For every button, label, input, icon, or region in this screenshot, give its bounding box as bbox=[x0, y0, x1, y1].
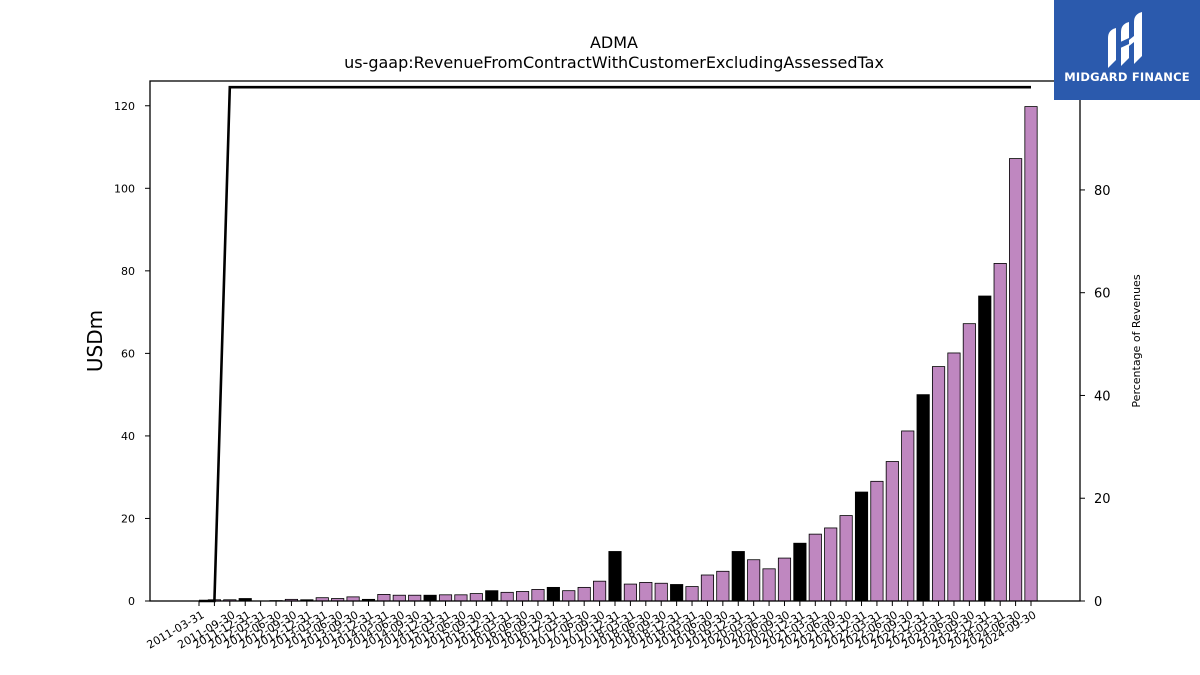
y2-tick-label: 40 bbox=[1094, 389, 1111, 404]
bar bbox=[408, 594, 422, 602]
bar bbox=[931, 366, 946, 602]
y-tick-label: 40 bbox=[121, 430, 135, 443]
bar bbox=[685, 586, 699, 602]
bar bbox=[546, 586, 560, 602]
bar bbox=[731, 551, 745, 602]
midgard-finance-logo: MIDGARD FINANCE bbox=[1054, 0, 1200, 100]
bar bbox=[438, 594, 453, 602]
bar bbox=[700, 574, 715, 602]
bar bbox=[392, 594, 406, 602]
bar bbox=[824, 527, 838, 602]
bar bbox=[1009, 158, 1023, 602]
bar bbox=[623, 583, 637, 602]
bar bbox=[469, 593, 483, 602]
bar bbox=[777, 557, 792, 602]
bar bbox=[639, 582, 653, 602]
bar bbox=[916, 394, 930, 602]
y-tick-label: 0 bbox=[128, 595, 135, 608]
bar bbox=[854, 491, 869, 602]
bar bbox=[885, 461, 899, 602]
bar bbox=[870, 480, 884, 602]
bar bbox=[423, 594, 437, 602]
y-tick-label: 120 bbox=[114, 100, 135, 113]
bar bbox=[485, 590, 499, 602]
bar bbox=[454, 594, 468, 602]
y2-tick-label: 0 bbox=[1094, 595, 1102, 610]
bar bbox=[716, 570, 730, 602]
bar bbox=[808, 533, 822, 602]
bar bbox=[515, 591, 530, 602]
bar bbox=[654, 582, 668, 602]
bar bbox=[793, 542, 807, 602]
y-tick-label: 80 bbox=[121, 265, 135, 278]
bar-series bbox=[207, 106, 1038, 602]
chart-subtitle: us-gaap:RevenueFromContractWithCustomerE… bbox=[344, 53, 884, 72]
x-axis: 2011-03-312011-09-302011-12-312012-03-31… bbox=[145, 601, 1039, 652]
y-axis-left: 0 20 40 60 80 100 120 bbox=[114, 100, 150, 608]
bar bbox=[670, 584, 684, 602]
bar bbox=[947, 352, 961, 602]
y-axis-label: USDm bbox=[83, 310, 107, 372]
bar bbox=[901, 430, 915, 602]
bar bbox=[762, 568, 776, 602]
bar bbox=[608, 551, 622, 602]
bar bbox=[577, 586, 591, 602]
logo-brand-text: MIDGARD FINANCE bbox=[1064, 70, 1190, 84]
midgard-logo-icon bbox=[1108, 12, 1142, 68]
bar bbox=[839, 515, 853, 602]
bar bbox=[993, 263, 1007, 602]
chart-title: ADMA bbox=[590, 33, 638, 52]
bar bbox=[593, 580, 607, 602]
bar bbox=[978, 295, 992, 602]
y2-tick-label: 80 bbox=[1094, 184, 1111, 199]
y-tick-label: 20 bbox=[121, 512, 135, 525]
bar bbox=[531, 589, 545, 602]
y2-tick-label: 20 bbox=[1094, 492, 1111, 507]
y2-tick-label: 60 bbox=[1094, 287, 1111, 302]
bar bbox=[562, 590, 576, 602]
bar bbox=[1024, 106, 1038, 602]
bar bbox=[377, 594, 391, 602]
bar bbox=[500, 591, 514, 602]
y-tick-label: 100 bbox=[114, 182, 135, 195]
y2-axis-label: Percentage of Revenues bbox=[1130, 274, 1143, 407]
y-tick-label: 60 bbox=[121, 347, 135, 360]
bar bbox=[962, 323, 976, 602]
bar bbox=[747, 559, 761, 602]
